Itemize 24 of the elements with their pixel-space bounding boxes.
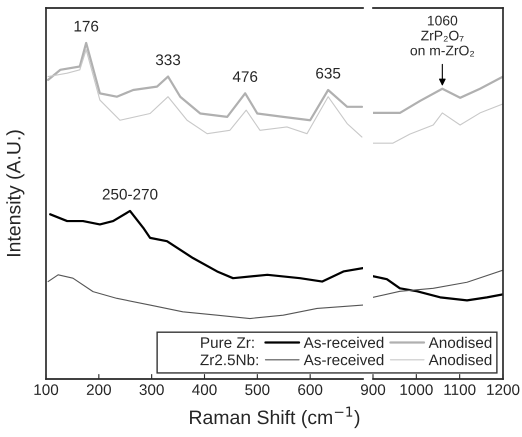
x-axis-title: Raman Shift (cm$^{−1}$) — [190, 406, 360, 428]
legend-label: Anodised — [428, 336, 492, 348]
legend-label: As-received — [304, 354, 384, 366]
y-axis-title: Intensity (A.U.) — [6, 130, 24, 256]
annotation: 635 — [316, 68, 340, 79]
legend-label: Anodised — [428, 354, 492, 366]
annotation: 476 — [232, 71, 258, 82]
annotation: Zr2.5Nb: — [200, 354, 258, 366]
annotation: Pure Zr: — [201, 337, 254, 348]
x-tick-label: 1100 — [444, 384, 476, 396]
legend-label: As-received — [304, 336, 384, 348]
x-tick-label: 200 — [86, 384, 111, 396]
x-tick-label: 1200 — [487, 384, 520, 396]
x-tick-label: 100 — [34, 384, 58, 396]
annotation: 333 — [156, 54, 180, 66]
x-tick-label: 500 — [245, 384, 270, 396]
x-tick-label: 400 — [192, 384, 217, 396]
annotation: 250-270 — [102, 188, 158, 200]
annotation: 1060 ZrP₂O₇ on m-ZrO₂ — [410, 16, 474, 56]
annotation: 176 — [74, 20, 98, 32]
x-tick-label: 300 — [140, 384, 164, 396]
x-tick-label: 600 — [298, 384, 322, 396]
x-tick-label: 900 — [360, 384, 386, 396]
x-tick-label: 1000 — [400, 384, 433, 396]
